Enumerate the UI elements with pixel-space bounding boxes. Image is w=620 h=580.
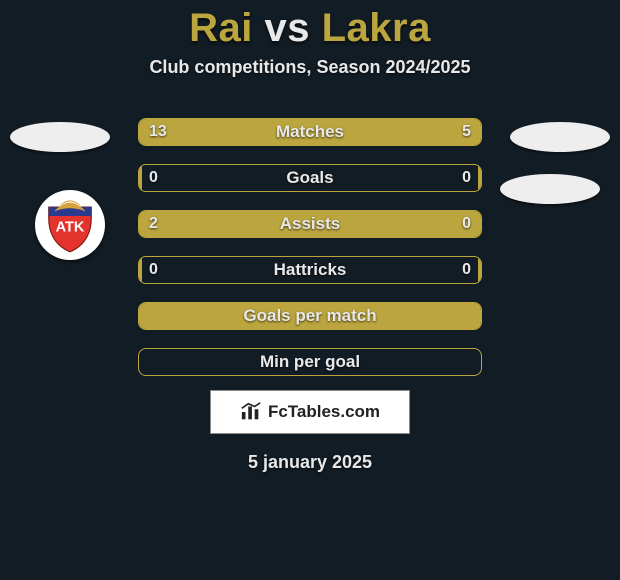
stat-label: Assists xyxy=(139,211,481,237)
club-left-badge: ATK xyxy=(35,190,105,260)
subtitle: Club competitions, Season 2024/2025 xyxy=(0,57,620,78)
stat-bars: 135Matches 00Goals 20Assists 00Hattricks Goa… xyxy=(138,118,482,394)
stat-label: Goals xyxy=(139,165,481,191)
stat-label: Goals per match xyxy=(139,303,481,329)
player-right-avatar xyxy=(510,122,610,152)
stat-row: 20Assists xyxy=(138,210,482,238)
club-right-avatar xyxy=(500,174,600,204)
footer-brand[interactable]: FcTables.com xyxy=(210,390,410,434)
stat-label: Hattricks xyxy=(139,257,481,283)
stat-row: Goals per match xyxy=(138,302,482,330)
title-left: Rai xyxy=(189,6,253,50)
footer-brand-text: FcTables.com xyxy=(268,402,380,422)
comparison-chart: ATK 135Matches 00Goals 20Assists 00Hattrick… xyxy=(0,118,620,388)
date-text: 5 january 2025 xyxy=(0,452,620,473)
stat-row: Min per goal xyxy=(138,348,482,376)
player-left-avatar xyxy=(10,122,110,152)
title-right: Lakra xyxy=(322,6,431,50)
stat-row: 00Hattricks xyxy=(138,256,482,284)
stat-label: Matches xyxy=(139,119,481,145)
stat-row: 00Goals xyxy=(138,164,482,192)
svg-text:ATK: ATK xyxy=(56,220,85,236)
page-title: Rai vs Lakra xyxy=(0,0,620,51)
stat-row: 135Matches xyxy=(138,118,482,146)
atk-shield-icon: ATK xyxy=(42,197,98,253)
stat-label: Min per goal xyxy=(139,349,481,375)
chart-icon xyxy=(240,401,262,423)
title-vs: vs xyxy=(265,6,311,50)
